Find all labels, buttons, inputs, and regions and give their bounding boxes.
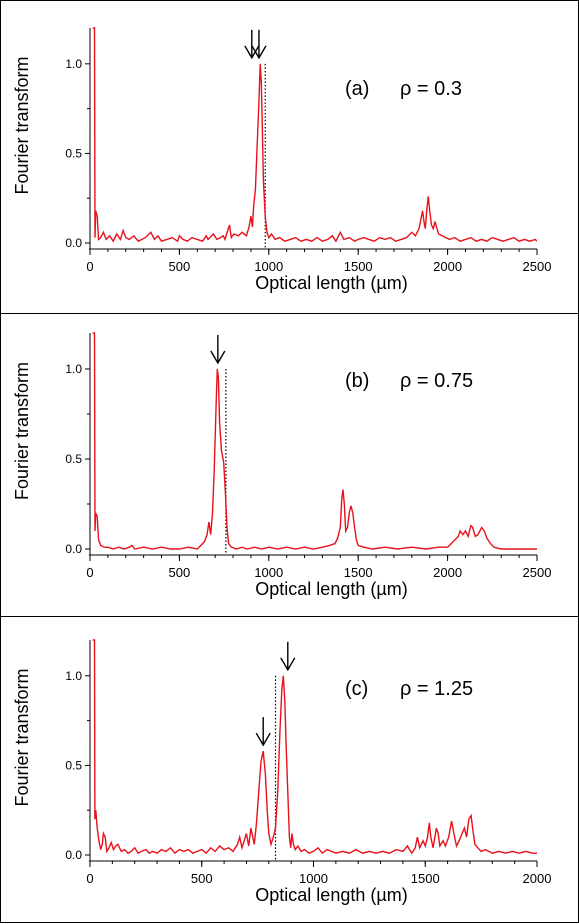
fourier-transform-series xyxy=(92,332,537,550)
x-tick-label: 1500 xyxy=(344,565,373,580)
x-tick-label: 1500 xyxy=(344,259,373,274)
x-tick-label: 2000 xyxy=(433,565,462,580)
fourier-transform-series xyxy=(92,27,537,243)
y-axis-label: Fourier transform xyxy=(12,668,32,806)
arrow-head xyxy=(210,350,226,365)
chart-panel-c: 0.0 0.5 1.0 0 500 1000 1500 2000 Optical length … xyxy=(0,616,579,923)
arrow-head xyxy=(251,45,267,60)
x-tick-label: 2000 xyxy=(433,259,462,274)
y-tick-label: 0.5 xyxy=(65,452,82,466)
x-tick-label: 1000 xyxy=(254,259,283,274)
x-tick-label: 500 xyxy=(169,259,191,274)
panel-label: (c) xyxy=(345,678,368,700)
x-axis-label: Optical length (µm) xyxy=(255,273,407,293)
panel-label: (a) xyxy=(345,78,369,100)
y-tick-label: 0.5 xyxy=(65,146,82,160)
peak-arrow xyxy=(280,641,296,672)
y-axis-label: Fourier transform xyxy=(12,56,32,194)
y-tick-label: 1.0 xyxy=(65,362,82,376)
peak-arrow xyxy=(255,717,271,747)
rho-annotation: ρ = 0.75 xyxy=(400,370,473,392)
x-tick-label: 500 xyxy=(169,565,191,580)
fourier-transform-series xyxy=(92,639,537,855)
x-tick-label: 1500 xyxy=(411,871,440,886)
y-tick-label: 0.0 xyxy=(65,236,82,250)
peak-arrow xyxy=(251,29,267,60)
panel-label: (b) xyxy=(345,370,369,392)
chart-panel-b: 0.0 0.5 1.0 0 500 1000 1500 2000 2500 Optical len… xyxy=(0,313,579,617)
rho-annotation: ρ = 1.25 xyxy=(400,678,473,700)
x-tick-label: 2500 xyxy=(523,259,552,274)
x-tick-label: 1000 xyxy=(254,565,283,580)
x-tick-label: 500 xyxy=(191,871,213,886)
arrow-head xyxy=(280,657,296,672)
chart-panel-a: 0.0 0.5 1.0 0 500 1000 1500 2000 2500 Optical len… xyxy=(0,0,579,314)
y-tick-label: 0.0 xyxy=(65,848,82,862)
x-tick-label: 0 xyxy=(86,259,93,274)
arrow-head xyxy=(244,45,260,60)
x-tick-label: 0 xyxy=(86,871,93,886)
y-tick-label: 1.0 xyxy=(65,57,82,71)
x-tick-label: 0 xyxy=(86,565,93,580)
x-axis-label: Optical length (µm) xyxy=(255,885,407,905)
peak-arrow xyxy=(210,335,226,365)
y-tick-label: 0.0 xyxy=(65,542,82,556)
y-tick-label: 0.5 xyxy=(65,758,82,772)
y-axis-label: Fourier transform xyxy=(12,362,32,500)
x-tick-label: 2000 xyxy=(523,871,552,886)
rho-annotation: ρ = 0.3 xyxy=(400,78,462,100)
arrow-head xyxy=(255,732,271,747)
x-tick-label: 1000 xyxy=(299,871,328,886)
y-tick-label: 1.0 xyxy=(65,669,82,683)
x-tick-label: 2500 xyxy=(523,565,552,580)
x-axis-label: Optical length (µm) xyxy=(255,579,407,599)
peak-arrow xyxy=(244,29,260,60)
